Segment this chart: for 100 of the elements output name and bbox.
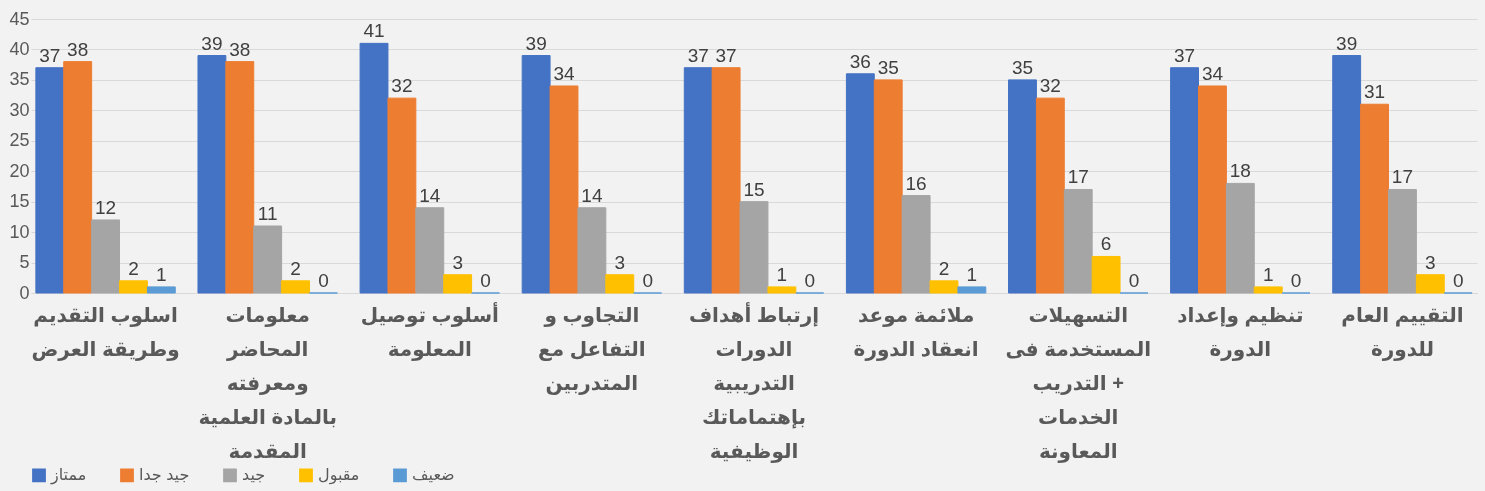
data-label: 32 <box>391 75 413 97</box>
y-tick-label: 35 <box>9 69 30 90</box>
y-tick-label: 0 <box>19 282 30 303</box>
data-label: 38 <box>229 38 251 60</box>
legend-label: جيد <box>242 466 266 484</box>
data-label: 37 <box>39 44 61 66</box>
bar <box>1035 97 1065 294</box>
data-label: 39 <box>201 32 223 54</box>
bar <box>605 274 635 294</box>
legend-label: ممتاز <box>50 466 87 486</box>
bar <box>281 280 310 294</box>
data-label: 32 <box>1039 75 1061 97</box>
x-tick-label: التسهيلات المستخدمة فى التدريب + الخدمات المعاونة <box>1005 303 1152 463</box>
x-tick-label: إرتباط أهداف الدورات التدريبية بإهتماماتك الوظيفية <box>688 300 820 463</box>
bar <box>63 61 93 294</box>
data-label: 37 <box>1173 44 1196 66</box>
bar <box>443 274 473 294</box>
bar <box>1415 274 1445 294</box>
legend-label: جيد جدا <box>139 466 190 484</box>
bar <box>1225 182 1255 294</box>
data-label: 16 <box>905 172 927 194</box>
y-tick-label: 45 <box>9 8 30 29</box>
data-label: 11 <box>257 203 278 225</box>
bar <box>146 286 176 294</box>
data-label: 14 <box>581 184 603 206</box>
bar <box>549 85 579 294</box>
data-label: 2 <box>290 257 301 279</box>
bar <box>197 55 227 294</box>
y-tick-label: 15 <box>9 191 30 212</box>
bar <box>521 55 551 294</box>
data-label: 12 <box>95 196 117 218</box>
data-label: 1 <box>1262 263 1274 285</box>
data-label: 39 <box>1336 32 1358 54</box>
legend-label: مقبول <box>318 466 360 486</box>
data-label: 0 <box>804 270 816 291</box>
data-label: 18 <box>1229 160 1251 182</box>
bar <box>1008 79 1037 294</box>
data-label: 0 <box>1452 270 1464 291</box>
data-label: 17 <box>1391 166 1413 188</box>
bar <box>739 201 769 294</box>
bar <box>1360 103 1389 294</box>
data-label: 17 <box>1067 166 1089 188</box>
data-label: 2 <box>128 257 139 279</box>
data-label: 0 <box>1290 270 1302 291</box>
data-label: 14 <box>419 184 441 206</box>
data-label: 0 <box>480 270 491 291</box>
data-label: 34 <box>1201 62 1224 84</box>
bar <box>711 67 741 294</box>
data-label: 1 <box>776 263 788 285</box>
data-label: 3 <box>452 251 463 273</box>
data-label: 2 <box>938 257 950 279</box>
data-label: 35 <box>877 56 899 78</box>
y-tick-label: 30 <box>9 99 30 120</box>
bar <box>415 207 445 294</box>
bar <box>1253 286 1283 294</box>
x-tick-label: ملائمة موعد انعقاد الدورة <box>853 303 979 361</box>
data-label: 41 <box>363 20 385 42</box>
data-label: 37 <box>715 44 737 66</box>
x-tick-label: التجاوب و التفاعل مع المتدربين <box>538 303 646 395</box>
bar <box>957 286 987 294</box>
y-tick-label: 5 <box>19 252 30 273</box>
data-label: 6 <box>1100 233 1112 255</box>
y-tick-label: 40 <box>9 38 30 59</box>
bar <box>1063 188 1093 294</box>
data-label: 35 <box>1011 56 1034 78</box>
bar <box>1387 188 1417 294</box>
bar <box>91 219 121 294</box>
bar <box>901 195 931 294</box>
bar <box>225 61 255 294</box>
data-label: 36 <box>849 50 871 72</box>
bar <box>845 73 875 294</box>
y-tick-label: 25 <box>9 130 30 151</box>
bar <box>1091 255 1121 294</box>
bar <box>35 67 65 294</box>
legend-label: ضعيف <box>412 466 455 484</box>
data-label: 1 <box>966 263 978 285</box>
data-label: 3 <box>614 251 626 273</box>
x-tick-label: معلومات المحاضر ومعرفته بالمادة العلمية المقدمة <box>198 303 337 462</box>
bar <box>577 207 607 294</box>
bar <box>1198 85 1227 294</box>
bar <box>359 42 389 294</box>
bar <box>387 97 417 294</box>
x-tick-label: اسلوب التقديم وطريقة العرض <box>31 303 180 361</box>
x-tick-label: أسلوب توصيل المعلومة <box>360 300 499 361</box>
bar <box>1332 55 1362 294</box>
data-label: 0 <box>642 270 653 291</box>
bar <box>767 286 797 294</box>
data-label: 3 <box>1425 251 1436 273</box>
bar <box>1170 67 1199 294</box>
bar <box>873 79 903 294</box>
y-tick-label: 10 <box>9 221 30 242</box>
data-label: 31 <box>1363 81 1386 103</box>
data-label: 0 <box>318 270 329 291</box>
bar <box>119 280 148 294</box>
data-label: 15 <box>743 178 765 200</box>
bar <box>929 280 959 294</box>
data-label: 38 <box>67 38 89 60</box>
data-label: 37 <box>687 44 709 66</box>
data-label: 1 <box>156 263 167 285</box>
x-tick-label: التقييم العام للدورة <box>1341 303 1464 361</box>
